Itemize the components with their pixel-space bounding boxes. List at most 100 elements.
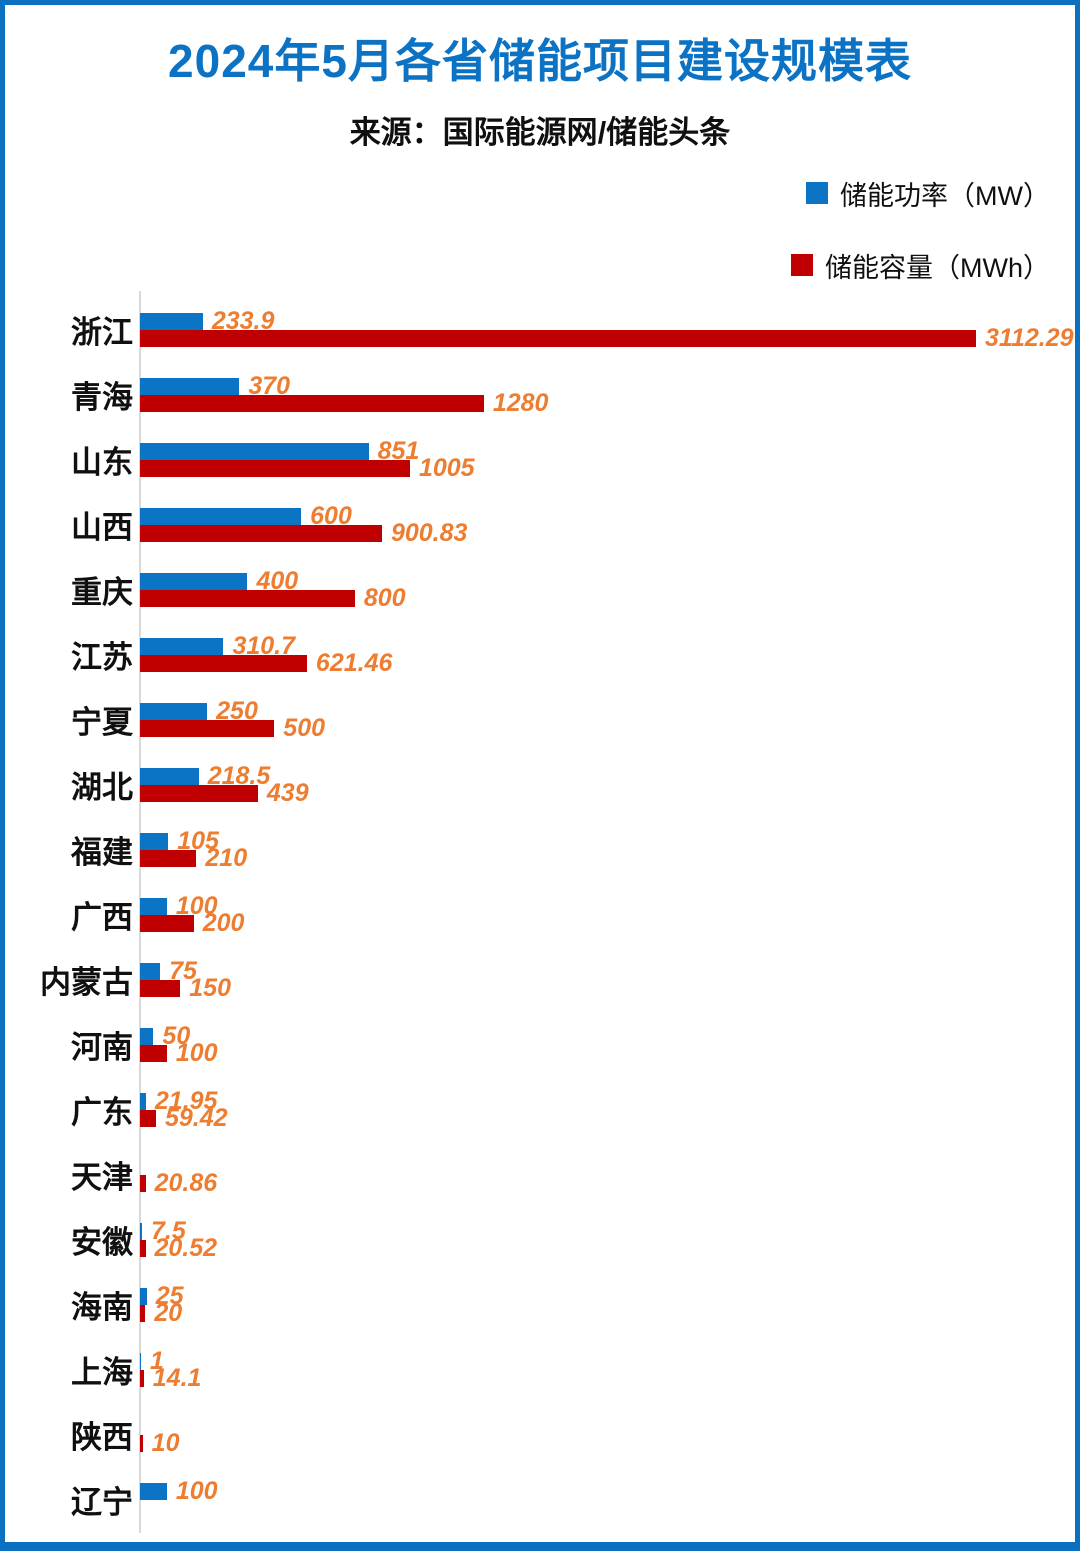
category-label: 宁夏 [71,705,133,740]
bar-line: 21.95 [140,1087,228,1115]
bar-row: 山东 851 1005 [5,427,1075,492]
capacity-bar [140,1369,144,1387]
bar-line: 1005 [140,454,475,482]
bar-line: 3112.29 [140,324,1074,352]
power-bar [140,507,302,525]
bar-line: 10 [140,1429,179,1457]
bar-group: 10 [140,1418,179,1457]
capacity-value-label: 800 [363,583,406,612]
category-label: 海南 [71,1290,133,1325]
bar-row: 河南 50 100 [5,1012,1075,1077]
capacity-bar [140,719,275,737]
category-label: 内蒙古 [40,965,133,1000]
category-label: 湖北 [71,770,133,805]
bar-group: 851 1005 [140,437,475,482]
capacity-value-label: 500 [283,713,326,742]
bar-row: 山西 600 900.83 [5,492,1075,557]
bar-group: 310.7 621.46 [140,632,392,677]
bar-row: 福建 105 210 [5,817,1075,882]
bar-group: 20.86 [140,1158,217,1197]
bar-line: 100 [140,1477,218,1505]
bar-line: 7.5 [140,1217,217,1245]
bar-row: 青海 370 1280 [5,362,1075,427]
category-label: 安徽 [71,1225,133,1260]
category-label: 福建 [71,835,133,870]
bar-line: 150 [140,974,231,1002]
power-value-label: 50 [162,1021,191,1050]
capacity-bar [140,524,382,542]
capacity-value-label: 59.42 [164,1103,228,1132]
bar-line: 900.83 [140,519,467,547]
page-title: 2024年5月各省储能项目建设规模表 [168,35,912,87]
bar-group: 250 500 [140,697,325,742]
power-bar [140,832,169,850]
category-label: 山西 [71,510,133,545]
bar-row: 陕西 10 [5,1402,1075,1467]
legend-item: 储能功率（MW） [791,177,1050,211]
power-bar [140,1092,146,1110]
bar-line: 200 [140,909,244,937]
bar-row: 广西 100 200 [5,882,1075,947]
bar-row: 上海 1 14.1 [5,1337,1075,1402]
power-bar [140,767,199,785]
capacity-bar [140,849,197,867]
bar-group: 75 150 [140,957,231,1002]
category-label: 山东 [71,445,133,480]
power-value-label: 100 [175,1476,218,1505]
capacity-value-label: 439 [266,778,309,807]
power-bar [140,962,161,980]
legend-item: 储能容量（MWh） [791,249,1050,283]
bar-group: 100 [140,1477,218,1517]
bar-line: 105 [140,827,247,855]
power-bar [140,702,208,720]
bar-row: 浙江 233.9 3112.29 [5,297,1075,362]
power-bar [140,572,248,590]
bar-row: 海南 25 20 [5,1272,1075,1337]
power-bar [140,442,369,460]
capacity-value-label: 150 [189,973,231,1002]
category-label: 广西 [71,900,133,935]
bar-row: 广东 21.95 59.42 [5,1077,1075,1142]
bar-line: 1 [140,1347,201,1375]
capacity-bar [140,784,258,802]
bar-group: 21.95 59.42 [140,1087,228,1132]
bar-line: 59.42 [140,1104,228,1132]
bar-row: 安徽 7.5 20.52 [5,1207,1075,1272]
bar-line [140,1500,218,1517]
capacity-value-label: 621.46 [315,648,393,677]
bar-group: 218.5 439 [140,762,309,807]
category-label: 浙江 [71,315,133,350]
category-label: 陕西 [71,1420,133,1455]
bar-group: 100 200 [140,892,244,937]
capacity-value-label: 3112.29 [985,323,1074,352]
bar-row: 宁夏 250 500 [5,687,1075,752]
bar-row: 内蒙古 75 150 [5,947,1075,1012]
power-bar [140,1287,147,1305]
power-bar [140,1482,167,1500]
capacity-bar [140,979,181,997]
bar-line: 50 [140,1022,218,1050]
capacity-bar [140,914,194,932]
capacity-value-label: 20.86 [154,1168,218,1197]
bar-line: 20 [140,1299,184,1327]
capacity-legend-swatch-icon [791,254,813,276]
power-value-label: 25 [155,1281,184,1310]
power-legend-swatch-icon [806,182,829,204]
bar-group: 370 1280 [140,372,548,417]
bar-line: 439 [140,779,309,807]
bar-line: 100 [140,892,244,920]
bar-line: 100 [140,1039,218,1067]
bar-line: 218.5 [140,762,309,790]
bar-row: 辽宁 100 [5,1467,1075,1532]
capacity-value-label: 14.1 [152,1363,202,1392]
power-value-label: 1 [150,1346,164,1375]
bar-line: 20.86 [140,1169,217,1197]
bar-line: 370 [140,372,548,400]
bar-group: 1 14.1 [140,1347,201,1392]
bar-group: 600 900.83 [140,502,467,547]
bar-row: 天津 20.86 [5,1142,1075,1207]
bar-group: 50 100 [140,1022,218,1067]
legend: 储能功率（MW） 储能容量（MWh） [791,177,1050,321]
bar-group: 233.9 3112.29 [140,307,1074,352]
category-label: 江苏 [71,640,133,675]
